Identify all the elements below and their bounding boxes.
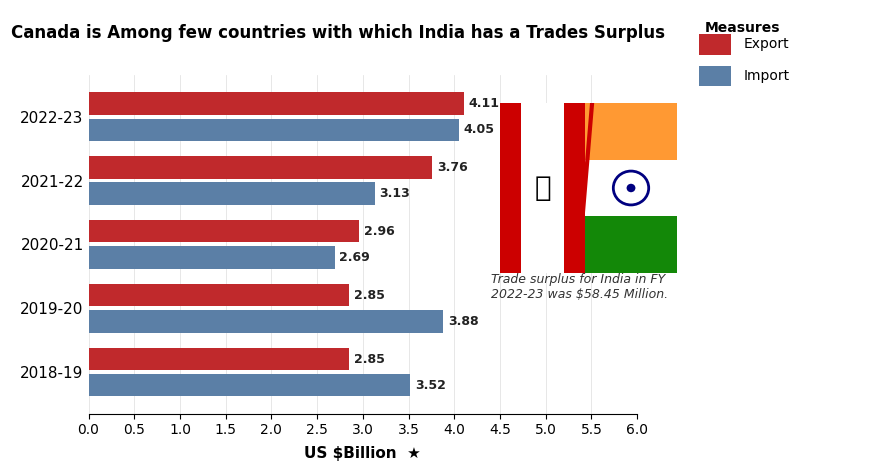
Bar bbox=[585, 216, 677, 273]
Bar bbox=[88, 310, 443, 332]
Bar bbox=[585, 160, 677, 216]
Bar bbox=[88, 93, 465, 115]
Bar bbox=[88, 374, 411, 396]
Text: Trade surplus for India in FY
2022-23 was $58.45 Million.: Trade surplus for India in FY 2022-23 wa… bbox=[491, 273, 668, 301]
Bar bbox=[88, 182, 374, 205]
Circle shape bbox=[627, 184, 635, 192]
Bar bbox=[699, 34, 731, 55]
Text: 2.69: 2.69 bbox=[339, 251, 370, 264]
Text: 🍁: 🍁 bbox=[535, 174, 550, 202]
Text: 4.11: 4.11 bbox=[469, 97, 500, 110]
Text: 3.88: 3.88 bbox=[448, 315, 479, 328]
Bar bbox=[585, 103, 677, 160]
Bar bbox=[88, 157, 433, 179]
Bar bbox=[500, 103, 585, 273]
X-axis label: US $Billion  ★: US $Billion ★ bbox=[304, 446, 421, 461]
Text: 3.52: 3.52 bbox=[415, 379, 446, 392]
Text: 3.76: 3.76 bbox=[437, 161, 467, 174]
Bar bbox=[88, 118, 458, 141]
Bar bbox=[88, 246, 335, 269]
Text: Import: Import bbox=[743, 69, 789, 83]
Text: Measures: Measures bbox=[704, 21, 780, 35]
Bar bbox=[88, 284, 349, 306]
Bar bbox=[88, 348, 349, 370]
Text: 3.13: 3.13 bbox=[380, 187, 410, 200]
Text: 2.85: 2.85 bbox=[354, 289, 385, 302]
Bar bbox=[564, 103, 585, 273]
Text: Export: Export bbox=[743, 37, 789, 51]
Bar bbox=[699, 66, 731, 86]
Text: 2.96: 2.96 bbox=[364, 225, 395, 238]
Bar bbox=[88, 220, 359, 243]
Bar bbox=[500, 103, 521, 273]
Text: 4.05: 4.05 bbox=[464, 123, 495, 136]
Text: Canada is Among few countries with which India has a Trades Surplus: Canada is Among few countries with which… bbox=[12, 24, 666, 42]
Text: 2.85: 2.85 bbox=[354, 352, 385, 366]
